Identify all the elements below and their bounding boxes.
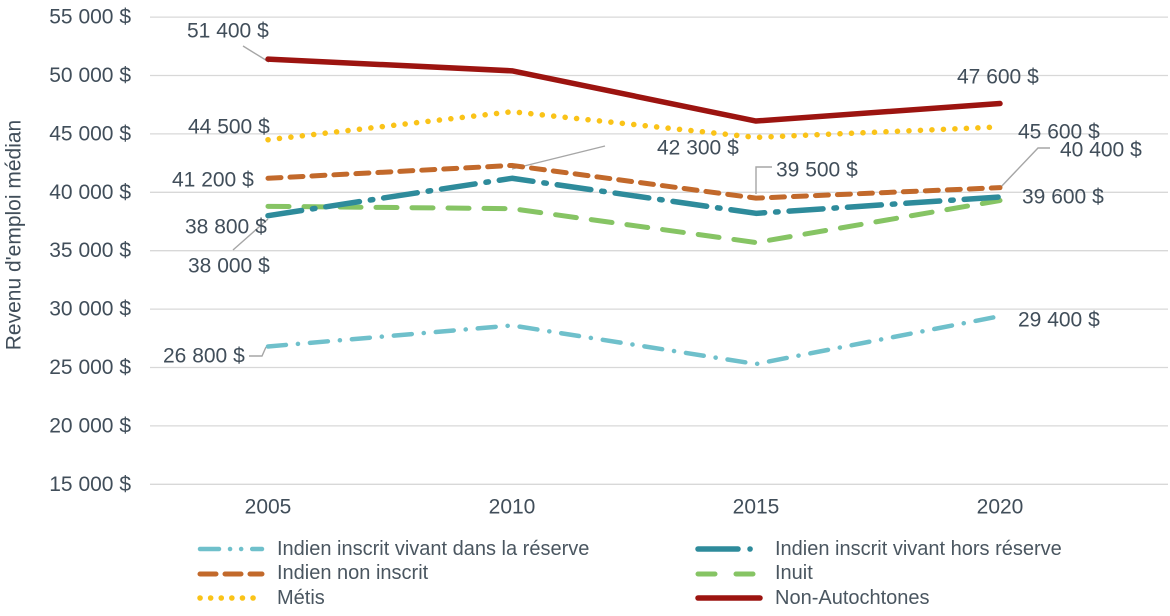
y-axis-title: Revenu d'emploi médian (2, 119, 26, 351)
y-tick-label: 50 000 $ (49, 64, 131, 87)
data-label: 26 800 $ (163, 345, 245, 368)
leader-line (242, 45, 270, 63)
leader-line (998, 147, 1050, 190)
data-label: 47 600 $ (957, 66, 1039, 89)
legend-label: Indien inscrit vivant dans la réserve (277, 537, 590, 560)
legend-item-inuit: Inuit (694, 562, 1156, 587)
data-label: 29 400 $ (1018, 309, 1100, 332)
y-tick-label: 15 000 $ (49, 473, 131, 496)
leader-line (755, 166, 772, 194)
x-tick-label: 2020 (977, 496, 1024, 519)
legend-item-metis: Métis (196, 586, 694, 611)
y-axis-ticks: 55 000 $ 50 000 $ 45 000 $ 40 000 $ 35 000 $… (49, 6, 131, 496)
legend: Indien inscrit vivant dans la réserve In… (196, 537, 1156, 611)
x-tick-label: 2015 (733, 496, 780, 519)
series-line-non-autochtones (265, 56, 1003, 124)
legend-item-indien-inscrit-reserve: Indien inscrit vivant dans la réserve (196, 537, 694, 562)
legend-item-indien-non-inscrit: Indien non inscrit (196, 562, 694, 587)
legend-label: Indien inscrit vivant hors réserve (775, 537, 1062, 560)
y-tick-label: 25 000 $ (49, 356, 131, 379)
gridlines (150, 16, 1168, 485)
x-tick-label: 2005 (245, 496, 292, 519)
data-label: 39 600 $ (1022, 186, 1104, 209)
x-axis-ticks: 2005 2010 2015 2020 (245, 496, 1024, 519)
data-label: 45 600 $ (1018, 121, 1100, 144)
series-line-metis (265, 108, 1003, 143)
legend-label: Métis (277, 586, 325, 609)
legend-label: Inuit (775, 562, 813, 585)
y-tick-label: 55 000 $ (49, 6, 131, 29)
legend-item-non-autochtones: Non-Autochtones (694, 586, 1156, 611)
data-label: 38 000 $ (188, 255, 270, 278)
data-label: 39 500 $ (776, 159, 858, 182)
data-label: 40 400 $ (1060, 139, 1142, 162)
series-line-indien-inscrit-reserve (265, 313, 1003, 367)
leader-line (511, 145, 606, 170)
legend-label: Non-Autochtones (775, 586, 930, 609)
legend-swatch-line (197, 547, 265, 552)
legend-swatch-line (695, 595, 763, 601)
series-line-indien-non-inscrit (265, 162, 1003, 201)
data-label: 41 200 $ (172, 169, 254, 192)
legend-label: Indien non inscrit (277, 562, 429, 585)
y-tick-label: 45 000 $ (49, 122, 131, 145)
series-line-inuit (265, 197, 1003, 246)
x-tick-label: 2010 (489, 496, 536, 519)
y-tick-label: 40 000 $ (49, 181, 131, 204)
data-label: 42 300 $ (657, 137, 739, 160)
legend-swatch-line (695, 546, 763, 552)
series-lines (265, 56, 1003, 367)
legend-swatch-line (197, 571, 265, 577)
legend-swatch-line (197, 595, 265, 601)
y-tick-label: 20 000 $ (49, 414, 131, 437)
y-tick-label: 35 000 $ (49, 239, 131, 262)
legend-swatch-line (695, 571, 763, 577)
leader-lines (232, 45, 1050, 357)
data-label: 51 400 $ (187, 20, 269, 43)
y-tick-label: 30 000 $ (49, 298, 131, 321)
data-labels: 51 400 $ 47 600 $ 44 500 $ 45 600 $ 42 300 $… (163, 20, 1142, 368)
data-label: 44 500 $ (188, 116, 270, 139)
leader-line (249, 346, 267, 357)
series-line-indien-inscrit-hors-reserve (265, 175, 1003, 219)
legend-item-indien-inscrit-hors-reserve: Indien inscrit vivant hors réserve (694, 537, 1156, 562)
leader-line (232, 218, 269, 251)
data-label: 38 800 $ (185, 216, 267, 239)
